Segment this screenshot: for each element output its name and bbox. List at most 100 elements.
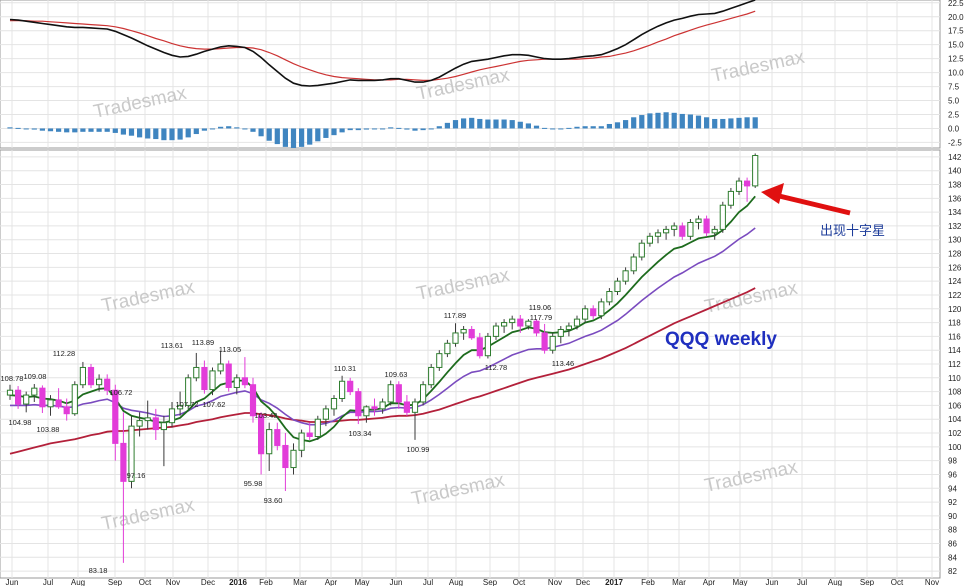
histogram-bar	[347, 128, 353, 131]
price-tick-label: 140	[948, 167, 962, 176]
macd-indicator-panel	[7, 0, 758, 148]
histogram-bar	[461, 118, 467, 129]
price-extreme-label: 117.79	[530, 313, 552, 322]
candle-up	[177, 404, 184, 410]
price-extreme-label: 109.63	[385, 370, 408, 379]
candle-up	[298, 432, 305, 451]
histogram-bar	[752, 117, 758, 129]
histogram-bar	[469, 117, 475, 129]
candle-up	[322, 408, 329, 420]
histogram-bar	[671, 112, 677, 129]
price-tick-label: 84	[948, 553, 957, 562]
price-extreme-label: 103.43	[255, 411, 278, 420]
candle-up	[128, 425, 135, 482]
candle-down	[282, 444, 289, 469]
price-tick-label: 104	[948, 415, 962, 424]
histogram-bar	[112, 128, 118, 133]
x-tick-label: Dec	[576, 578, 590, 586]
histogram-bar	[299, 128, 305, 147]
histogram-bar	[201, 128, 207, 131]
histogram-bar	[428, 128, 434, 130]
price-extreme-label: 108.78	[1, 374, 24, 383]
price-extreme-label: 83.18	[89, 566, 108, 575]
candle-down	[468, 328, 475, 339]
histogram-bar	[128, 128, 135, 136]
candle-up	[290, 449, 297, 469]
histogram-bar	[323, 128, 329, 138]
x-tick-label: Mar	[672, 578, 686, 586]
candle-up	[436, 353, 443, 368]
candle-up	[193, 366, 200, 379]
histogram-bar	[695, 115, 702, 129]
histogram-bar	[258, 128, 264, 137]
histogram-bar	[242, 128, 248, 130]
histogram-bar	[380, 128, 386, 130]
candle-up	[47, 399, 54, 408]
indicator-tick-label: 0.0	[948, 124, 960, 133]
histogram-bar	[31, 128, 37, 130]
indicator-tick-label: 20.0	[948, 13, 964, 22]
price-tick-label: 88	[948, 526, 957, 535]
chart-title: QQQ weekly	[665, 329, 777, 350]
histogram-bar	[7, 127, 13, 129]
histogram-bar	[639, 115, 645, 129]
candle-up	[363, 406, 370, 417]
candle-down	[274, 429, 281, 446]
histogram-bar	[64, 128, 70, 133]
candle-up	[444, 342, 451, 355]
price-tick-label: 116	[948, 332, 961, 341]
histogram-bar	[137, 128, 143, 138]
x-tick-label: Mar	[293, 578, 307, 586]
candle-up	[387, 384, 394, 403]
price-tick-label: 114	[948, 346, 961, 355]
x-tick-label: Oct	[891, 578, 904, 586]
candle-up	[420, 384, 427, 403]
histogram-bar	[509, 120, 515, 129]
candle-up	[509, 318, 516, 324]
histogram-bar	[525, 123, 531, 129]
histogram-bar	[687, 114, 693, 129]
candle-up	[687, 221, 694, 237]
histogram-bar	[420, 128, 426, 131]
histogram-bar	[339, 128, 345, 133]
histogram-bar	[193, 128, 199, 135]
price-extreme-label: 109.08	[24, 372, 47, 381]
price-extreme-label: 104.98	[9, 418, 32, 427]
annotation-arrow	[761, 183, 851, 216]
arrow-shaft	[774, 192, 851, 216]
histogram-bar	[39, 128, 45, 131]
price-tick-label: 134	[948, 208, 962, 217]
x-tick-label: Sep	[483, 578, 498, 586]
price-extreme-label: 112.28	[53, 349, 75, 358]
candle-up	[711, 228, 718, 234]
candle-down	[476, 337, 483, 357]
histogram-bar	[266, 128, 272, 141]
candle-up	[525, 320, 532, 327]
price-extreme-label: 113.61	[161, 341, 183, 350]
indicator-tick-label: 22.5	[948, 0, 964, 8]
candlesticks	[6, 153, 759, 563]
price-tick-label: 108	[948, 388, 962, 397]
candle-down	[152, 417, 159, 431]
candle-up	[144, 417, 151, 422]
histogram-bar	[56, 128, 62, 132]
candle-down	[744, 180, 751, 187]
candle-down	[87, 366, 95, 386]
histogram-bar	[501, 119, 507, 129]
candle-up	[573, 318, 581, 327]
price-extreme-label: 100.99	[407, 445, 430, 454]
histogram-bar	[452, 120, 459, 129]
x-tick-label: Apr	[325, 578, 338, 586]
histogram-bar	[363, 128, 369, 130]
price-tick-label: 132	[948, 222, 962, 231]
price-tick-label: 118	[948, 319, 961, 328]
price-tick-label: 124	[948, 277, 962, 286]
x-tick-label: Sep	[860, 578, 875, 586]
histogram-bar	[574, 126, 580, 129]
candle-up	[209, 370, 216, 391]
indicator-tick-label: 7.5	[948, 83, 960, 92]
histogram-bar	[736, 117, 742, 129]
candle-up	[452, 332, 459, 344]
axes: 82 84 86 88 90 92 94 96 98 100 102 104 106 108 110 112 1…	[6, 0, 965, 586]
x-tick-label: Apr	[703, 578, 716, 586]
